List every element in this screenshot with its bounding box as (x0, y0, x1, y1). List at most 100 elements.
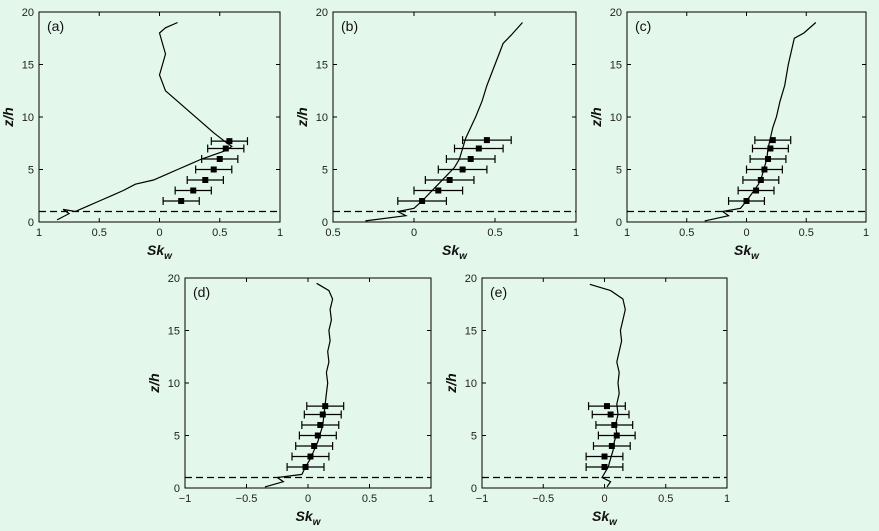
panel-d-ytick-label: 10 (168, 378, 180, 390)
panel-d-xtick-label: 0.5 (362, 493, 377, 505)
panel-b-xtick-label: 0.5 (487, 227, 502, 239)
panel-a-xtick-label: 1 (36, 227, 42, 239)
panel-d-data-point (286, 463, 325, 471)
panel-b-frame (332, 11, 577, 223)
panel-e-marker (611, 422, 618, 428)
panel-d-marker (317, 422, 324, 428)
panel-a-xtick-label: 0.5 (92, 227, 107, 239)
panel-c-ytick-label: 0 (616, 217, 622, 229)
panel-d-marker (302, 464, 309, 470)
panel-c-marker (761, 166, 768, 173)
panel-b-ytick-label: 20 (316, 7, 328, 19)
panel-a-data-point (186, 176, 224, 184)
panel-d-marker (311, 443, 318, 449)
panel-b-data-point (413, 186, 464, 195)
panel-b-marker (467, 156, 474, 162)
panel-e-xtick-label: 0 (601, 493, 607, 505)
panel-e-data-point (592, 442, 631, 450)
panel-e-label: (e) (490, 284, 507, 300)
panel-a-data-point (195, 165, 233, 174)
panel-c-data-point (727, 197, 766, 205)
panel-c-marker (743, 198, 750, 204)
panel-e-marker (608, 443, 615, 449)
panel-b-marker (435, 187, 442, 194)
panel-d-data-point (301, 421, 340, 429)
panel-b-data-point (397, 197, 447, 205)
panel-a-ytick-label: 20 (22, 7, 34, 19)
panel-e-xtick-label: 1 (724, 493, 730, 505)
panel-b-x-axis-title-subscript: w (459, 251, 468, 262)
panel-a-data-point (162, 197, 200, 205)
panel-d-xtick-label: 0 (305, 493, 311, 505)
panel-b-data-point (424, 176, 475, 184)
panel-a-marker (202, 177, 209, 183)
panel-e-marker (601, 464, 608, 470)
panel-e-ytick-label: 0 (471, 483, 477, 495)
panel-d-data-point (295, 442, 334, 450)
panel-a-marker (216, 156, 223, 162)
panel-d-label: (d) (193, 284, 210, 300)
panel-a-marker (210, 166, 217, 173)
panel-e-marker (607, 411, 614, 418)
panel-d-ytick-label: 0 (174, 483, 180, 495)
panel-c-data-point (749, 155, 787, 163)
panel-a-ytick-label: 0 (28, 217, 34, 229)
panel-b-marker (446, 177, 453, 183)
panel-c-xtick-label: 0.5 (679, 227, 694, 239)
panel-b-data-point (437, 165, 488, 174)
panel-a-profile-line (56, 21, 233, 221)
panel-c-xtick-label: 0.5 (799, 227, 814, 239)
panel-b-data-point (462, 136, 512, 145)
panel-a-ytick-label: 5 (28, 165, 34, 177)
panel-d-data-point (291, 452, 330, 461)
panel-a-marker (190, 187, 197, 194)
panel-b-data-point (445, 155, 496, 163)
panel-c-ytick-label: 5 (616, 165, 622, 177)
panel-c-marker (769, 137, 776, 144)
panel-a-frame (38, 11, 281, 223)
panel-e-marker (613, 432, 620, 439)
panel-a-data-point (201, 155, 239, 163)
panel-a-data-point (207, 144, 245, 153)
panel-e-xtick-label: 0.5 (658, 493, 673, 505)
panel-c-ytick-label: 10 (610, 112, 622, 124)
panel-d-marker (314, 432, 321, 439)
panel-b-xtick-label: 0.5 (325, 227, 340, 239)
panel-e-x-axis-title-subscript: w (609, 517, 618, 528)
panel-c-marker (765, 156, 772, 162)
panel-c-data-point (745, 165, 783, 174)
panel-e-y-axis-title: z/h (443, 373, 459, 393)
panel-c-xtick-label: 1 (863, 227, 869, 239)
panel-b-xtick-label: 1 (573, 227, 579, 239)
panel-e-data-point (591, 410, 630, 419)
panel-a-ytick-label: 10 (22, 112, 34, 124)
panel-b-ytick-label: 15 (316, 60, 328, 72)
panel-e-data-point (597, 431, 636, 440)
panel-d-marker (322, 403, 329, 410)
panel-c-x-axis-title-subscript: w (751, 251, 760, 262)
panel-d-data-point (306, 402, 345, 411)
panel-d-ytick-label: 20 (168, 273, 180, 285)
panel-c-y-axis-title: z/h (588, 107, 604, 127)
panel-d-xtick-label: 1 (428, 493, 434, 505)
panel-c-data-point (742, 176, 780, 184)
panel-d-data-point (303, 410, 342, 419)
panel-e-ytick-label: 20 (465, 273, 477, 285)
panel-e-xtick-label: −1 (476, 493, 489, 505)
panel-e-marker (603, 403, 610, 410)
panel-a-xtick-label: 1 (277, 227, 283, 239)
panel-e-profile-line (589, 283, 626, 488)
panel-b-ytick-label: 0 (322, 217, 328, 229)
panel-d-marker (307, 453, 314, 460)
panel-c-label: (c) (635, 18, 651, 34)
panel-b-x-axis-title: Skw (442, 242, 468, 262)
panel-c-data-point (754, 136, 792, 145)
panel-a-marker (178, 198, 185, 204)
panel-a-marker (222, 145, 229, 152)
